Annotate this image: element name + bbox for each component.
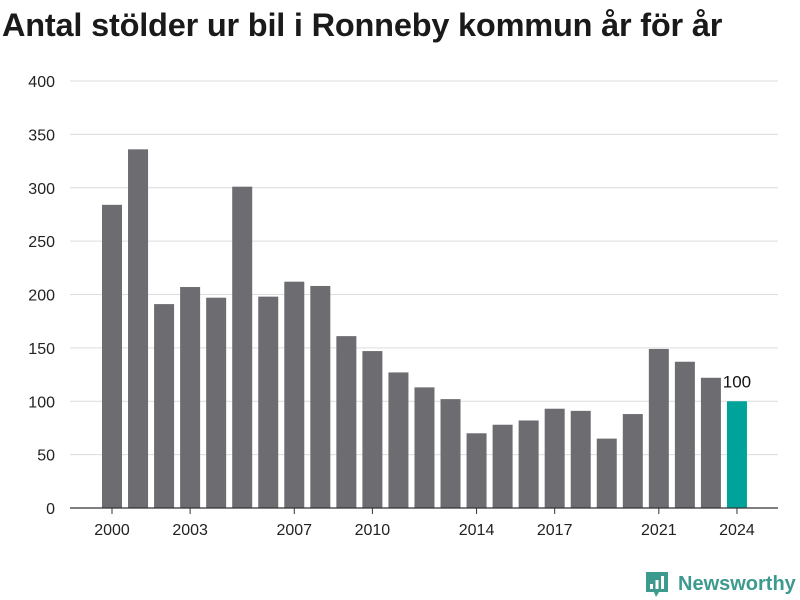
x-tick-label: 2014 <box>459 522 495 539</box>
y-tick-label: 100 <box>28 394 55 411</box>
bar-2015 <box>492 424 513 508</box>
bar-2021 <box>648 348 669 508</box>
bars <box>102 149 747 508</box>
x-axis <box>70 507 778 514</box>
newsworthy-logo-icon <box>646 572 668 597</box>
y-tick-label: 200 <box>28 288 55 305</box>
x-tick-label: 2010 <box>355 522 391 539</box>
bar-2005 <box>232 186 253 508</box>
bar-2016 <box>518 420 539 508</box>
x-tick-label: 2003 <box>172 522 208 539</box>
bar-2011 <box>388 372 409 508</box>
y-tick-label: 350 <box>28 127 55 144</box>
bar-2009 <box>336 336 357 508</box>
bar-2018 <box>570 410 591 508</box>
y-tick-label: 400 <box>28 74 55 91</box>
y-tick-label: 50 <box>37 448 55 465</box>
bar-2013 <box>440 399 461 508</box>
bar-2003 <box>180 287 201 508</box>
bar-2024 <box>726 401 747 508</box>
bar-2006 <box>258 296 279 508</box>
y-tick-label: 0 <box>46 501 55 518</box>
bar-2004 <box>206 297 227 508</box>
bar-2022 <box>674 361 695 508</box>
x-tick-label: 2021 <box>641 522 677 539</box>
bar-2000 <box>102 204 122 508</box>
brand-name: Newsworthy <box>678 572 796 595</box>
y-tick-label: 150 <box>28 341 55 358</box>
bar-2023 <box>700 377 721 508</box>
bar-2008 <box>310 285 331 508</box>
x-tick-label: 2000 <box>94 522 130 539</box>
y-tick-label: 300 <box>28 181 55 198</box>
data-label: 100 <box>723 372 751 391</box>
bar-2020 <box>622 414 643 508</box>
bar-2019 <box>596 438 617 508</box>
bar-2012 <box>414 387 435 508</box>
bar-2007 <box>284 281 305 508</box>
x-tick-label: 2007 <box>276 522 312 539</box>
bar-2002 <box>154 304 175 508</box>
bar-2001 <box>128 149 149 508</box>
x-tick-label: 2024 <box>719 522 755 539</box>
bar-2014 <box>466 433 487 508</box>
bar-2010 <box>362 351 383 508</box>
newsworthy-brand: Newsworthy <box>644 570 796 598</box>
axis-labels: 0 50 100 150 200 250 300 350 400 2000 2003 2007 2010… <box>28 74 755 539</box>
chart-title: Antal stölder ur bil i Ronneby kommun år… <box>2 7 723 43</box>
y-tick-label: 250 <box>28 234 55 251</box>
x-tick-label: 2017 <box>537 522 573 539</box>
bar-2017 <box>544 408 565 508</box>
